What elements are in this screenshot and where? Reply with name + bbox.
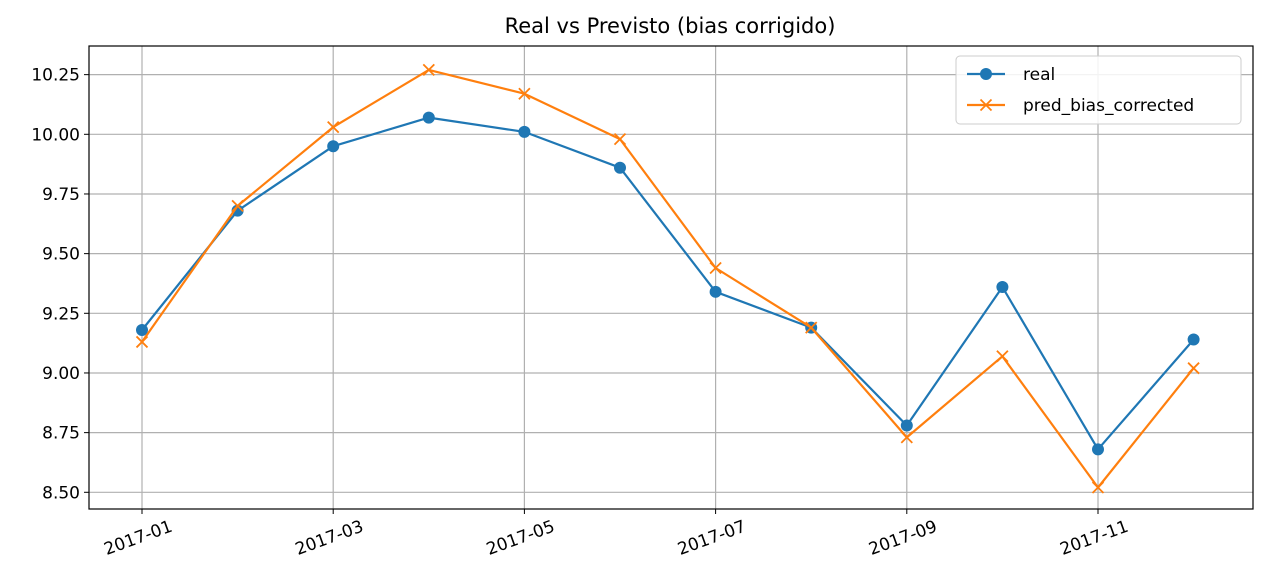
data-point-pred_bias_corrected xyxy=(1091,481,1105,494)
data-point-pred_bias_corrected xyxy=(1187,362,1200,375)
y-tick-label: 9.75 xyxy=(42,185,80,205)
plot-frame xyxy=(88,45,1254,510)
data-point-pred_bias_corrected xyxy=(900,431,913,444)
data-point-real xyxy=(900,419,913,432)
y-tick-label: 8.50 xyxy=(42,483,80,503)
y-tick-label: 9.50 xyxy=(42,245,80,265)
data-point-pred_bias_corrected xyxy=(518,87,531,100)
data-point-pred_bias_corrected xyxy=(327,121,340,134)
legend-marker-pred xyxy=(979,98,993,112)
legend-label-real: real xyxy=(1023,65,1055,85)
chart-title: Real vs Previsto (bias corrigido) xyxy=(505,14,836,38)
data-point-real xyxy=(1092,443,1104,456)
legend-box xyxy=(955,55,1242,125)
data-point-pred_bias_corrected xyxy=(805,321,818,334)
data-point-real xyxy=(709,285,722,298)
y-tick-label: 10.25 xyxy=(31,66,80,86)
data-point-real xyxy=(422,111,435,124)
data-point-pred_bias_corrected xyxy=(613,132,627,146)
legend-label-pred: pred_bias_corrected xyxy=(1023,96,1194,116)
data-point-real xyxy=(518,125,531,138)
data-point-real xyxy=(1187,333,1200,346)
legend-marker-real xyxy=(980,68,992,80)
grid xyxy=(89,46,1253,509)
data-point-pred_bias_corrected xyxy=(135,335,149,349)
y-tick-label: 9.00 xyxy=(42,364,80,384)
data-point-pred_bias_corrected xyxy=(996,350,1009,363)
data-point-real xyxy=(327,140,340,153)
data-point-pred_bias_corrected xyxy=(422,63,435,77)
y-tick-label: 10.00 xyxy=(31,125,80,145)
data-point-real xyxy=(996,281,1009,294)
data-point-pred_bias_corrected xyxy=(231,199,244,213)
y-tick-label: 8.75 xyxy=(42,424,80,444)
y-tick-label: 9.25 xyxy=(42,304,80,324)
data-point-real xyxy=(614,161,626,174)
data-point-pred_bias_corrected xyxy=(709,261,722,275)
series-layer xyxy=(135,63,1200,494)
series-line-pred_bias_corrected xyxy=(141,68,1195,489)
data-point-real xyxy=(136,324,148,337)
legend: real pred_bias_corrected xyxy=(955,55,1242,125)
series-line-real xyxy=(141,116,1195,451)
